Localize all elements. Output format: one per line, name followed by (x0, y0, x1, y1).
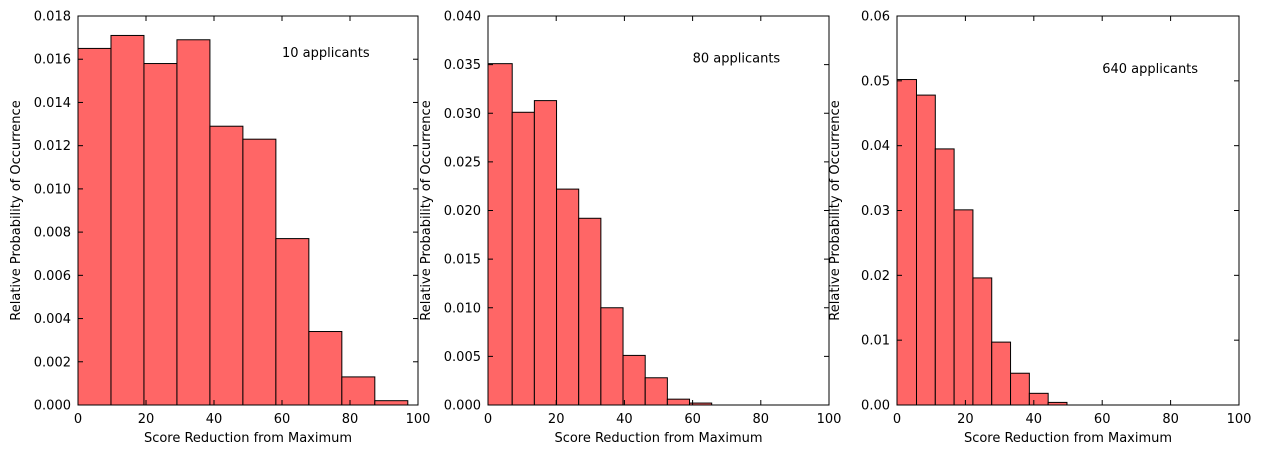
y-axis-label: Relative Probability of Occurrence (828, 100, 843, 320)
histogram-panel-80-applicants: 0 20 40 60 80 100 0.000 0.005 0.010 0.015 0.020 0.0… (419, 10, 841, 447)
x-tick-label: 0 (484, 412, 492, 427)
applicants-annotation: 10 applicants (282, 46, 370, 61)
applicants-annotation: 640 applicants (1102, 62, 1198, 77)
y-tick-label: 0.04 (861, 139, 890, 154)
y-axis-label: Relative Probability of Occurrence (419, 100, 434, 320)
histogram-bar (896, 79, 917, 406)
y-tick-label: 0.014 (34, 96, 71, 111)
histogram-bar (511, 111, 535, 406)
histogram-bar (275, 238, 310, 406)
histogram-panel-640-applicants: 0 20 40 60 80 100 0.00 0.01 0.02 0.03 0.04 0.05 0.06… (828, 10, 1251, 447)
x-tick-label: 20 (138, 412, 155, 427)
histogram-bar (1010, 372, 1030, 406)
histogram-bar (77, 47, 112, 406)
y-tick-label: 0.008 (34, 226, 71, 241)
y-tick-label: 0.06 (861, 10, 890, 25)
histogram-bar (533, 100, 558, 406)
histogram-bar (915, 94, 936, 406)
histogram-bar (242, 138, 277, 406)
axes-frame (77, 15, 419, 406)
histogram-bar (600, 307, 624, 406)
y-axis-label: Relative Probability of Occurrence (9, 100, 24, 320)
histogram-bar (934, 148, 955, 406)
y-tick-label: 0.035 (444, 58, 481, 73)
x-tick-label: 100 (406, 412, 431, 427)
y-tick-label: 0.005 (444, 350, 481, 365)
histogram-panel-10-applicants: 0 20 40 60 80 100 0.000 0.002 0.004 0.006 0.008 0.0… (9, 10, 430, 447)
x-axis-label: Score Reduction from Maximum (964, 431, 1172, 446)
x-tick-label: 60 (274, 412, 291, 427)
y-tick-label: 0.000 (34, 399, 71, 414)
y-tick-label: 0.018 (34, 10, 71, 25)
y-tick-label: 0.010 (444, 301, 481, 316)
x-tick-label: 40 (1026, 412, 1043, 427)
x-tick-label: 80 (342, 412, 359, 427)
histogram-bar (374, 400, 409, 406)
x-tick-label: 0 (74, 412, 82, 427)
x-tick-label: 20 (548, 412, 565, 427)
y-tick-label: 0.015 (444, 253, 481, 268)
histogram-bar (341, 376, 376, 406)
histogram-bar (622, 354, 646, 406)
x-tick-label: 100 (1227, 412, 1252, 427)
x-tick-label: 40 (616, 412, 633, 427)
y-tick-label: 0.030 (444, 107, 481, 122)
y-tick-label: 0.03 (861, 204, 890, 219)
x-tick-label: 40 (206, 412, 223, 427)
y-tick-label: 0.016 (34, 53, 71, 68)
histogram-bar (308, 331, 343, 406)
x-tick-label: 60 (1094, 412, 1111, 427)
y-tick-label: 0.05 (861, 74, 890, 89)
histogram-bar (143, 63, 178, 406)
y-tick-label: 0.004 (34, 312, 71, 327)
histogram-bar (991, 341, 1012, 406)
y-tick-label: 0.040 (444, 10, 481, 25)
y-tick-label: 0.000 (444, 399, 481, 414)
histogram-bar (209, 125, 244, 406)
y-tick-label: 0.006 (34, 269, 71, 284)
histogram-bar (644, 377, 668, 406)
y-tick-label: 0.01 (861, 334, 890, 349)
y-tick-label: 0.010 (34, 182, 71, 197)
x-tick-label: 100 (817, 412, 842, 427)
histogram-bar (578, 217, 602, 406)
x-axis-label: Score Reduction from Maximum (554, 431, 762, 446)
x-tick-label: 0 (893, 412, 901, 427)
histogram-bar (972, 277, 993, 406)
x-tick-label: 80 (1162, 412, 1179, 427)
histogram-bar (487, 63, 513, 406)
histogram-bar (176, 39, 211, 406)
y-tick-label: 0.00 (861, 399, 890, 414)
y-tick-label: 0.002 (34, 355, 71, 370)
x-axis-label: Score Reduction from Maximum (144, 431, 352, 446)
y-tick-label: 0.025 (444, 155, 481, 170)
histogram-bar (1028, 392, 1049, 406)
x-tick-label: 60 (684, 412, 701, 427)
applicants-annotation: 80 applicants (693, 52, 781, 67)
histogram-bar (556, 188, 580, 406)
x-tick-label: 20 (957, 412, 974, 427)
y-tick-label: 0.020 (444, 204, 481, 219)
y-tick-label: 0.02 (861, 269, 890, 284)
histogram-bar (953, 209, 974, 406)
histogram-bar (110, 34, 145, 406)
y-tick-label: 0.012 (34, 139, 71, 154)
x-tick-label: 80 (753, 412, 770, 427)
histogram-bar (666, 398, 691, 406)
